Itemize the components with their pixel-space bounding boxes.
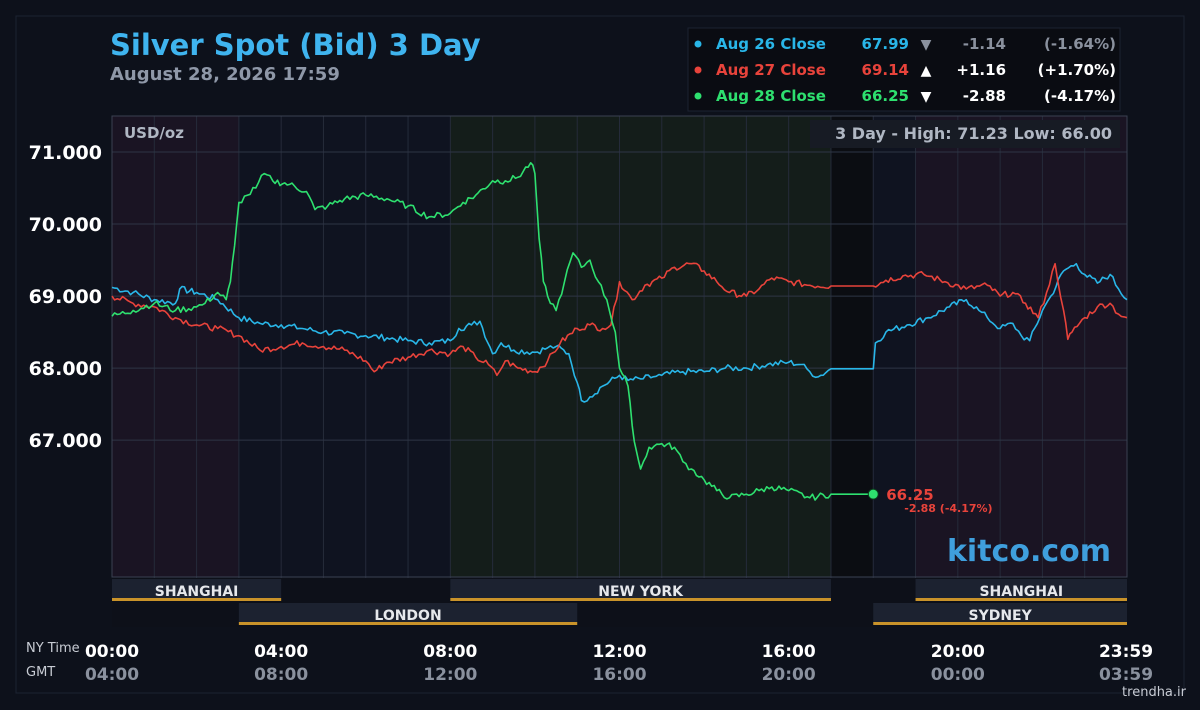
y-axis: 71.000 70.000 69.000 68.000 67.000 bbox=[29, 142, 102, 452]
legend-dot bbox=[694, 40, 702, 48]
series-line-aug28 bbox=[111, 162, 874, 501]
legend-price: 67.99 bbox=[862, 35, 909, 53]
plot-border bbox=[111, 115, 1128, 578]
session-box bbox=[450, 579, 831, 601]
y-tick-label: 68.000 bbox=[29, 358, 102, 380]
legend-pct: (+1.70%) bbox=[1038, 61, 1116, 79]
session-label: SHANGHAI bbox=[979, 584, 1063, 600]
session-band-closed bbox=[830, 116, 874, 577]
x-tick-gmt: 12:00 bbox=[423, 665, 477, 685]
session-band-asia bbox=[915, 116, 1127, 577]
session-label: LONDON bbox=[374, 608, 441, 624]
x-tick-gmt: 08:00 bbox=[254, 665, 308, 685]
legend-arrow: ▼ bbox=[921, 89, 932, 105]
market-sessions: SHANGHAI NEW YORK SHANGHAI LONDON SYDNEY bbox=[112, 578, 1127, 627]
x-tick-gmt: 03:59 bbox=[1099, 665, 1153, 685]
session-label: NEW YORK bbox=[598, 584, 684, 600]
legend-change: +1.16 bbox=[956, 61, 1006, 79]
ny-time-label: NY Time bbox=[26, 641, 80, 656]
session-band-shanghai bbox=[112, 116, 239, 577]
unit-label: USD/oz bbox=[124, 124, 184, 142]
site-credit: trendha.ir bbox=[1122, 685, 1187, 700]
x-tick-ny: 00:00 bbox=[85, 642, 139, 662]
series-line-aug26 bbox=[111, 262, 1128, 403]
last-price-marker: 66.25-2.88 (-4.17%) bbox=[867, 486, 993, 515]
gmt-label: GMT bbox=[26, 665, 55, 680]
chart-datetime: August 28, 2026 17:59 bbox=[110, 64, 340, 85]
session-box bbox=[112, 579, 282, 601]
y-tick-label: 70.000 bbox=[29, 214, 102, 236]
legend-price: 69.14 bbox=[862, 61, 909, 79]
chart-title: Silver Spot (Bid) 3 Day bbox=[110, 28, 481, 62]
session-box bbox=[915, 579, 1127, 601]
high-low-box bbox=[810, 120, 1120, 148]
legend-arrow: ▲ bbox=[921, 63, 932, 79]
session-bar bbox=[112, 598, 282, 601]
grid-lines bbox=[112, 116, 1127, 627]
x-tick-ny: 23:59 bbox=[1099, 642, 1153, 662]
legend: Aug 26 Close 67.99 ▼ -1.14 (-1.64%) Aug 27 Cl… bbox=[694, 35, 1116, 105]
last-price-label: 66.25 bbox=[886, 486, 933, 504]
legend-change: -2.88 bbox=[963, 87, 1006, 105]
legend-label: Aug 26 Close bbox=[716, 35, 826, 53]
legend-label: Aug 28 Close bbox=[716, 87, 826, 105]
session-bar bbox=[873, 622, 1127, 625]
outer-frame bbox=[15, 15, 1185, 694]
legend-dot bbox=[694, 66, 702, 74]
legend-change: -1.14 bbox=[963, 35, 1006, 53]
last-price-dot bbox=[867, 488, 879, 500]
y-tick-label: 71.000 bbox=[29, 142, 102, 164]
session-bar bbox=[915, 598, 1127, 601]
legend-label: Aug 27 Close bbox=[716, 61, 826, 79]
x-tick-ny: 12:00 bbox=[592, 642, 646, 662]
session-label: SYDNEY bbox=[968, 608, 1032, 624]
legend-price: 66.25 bbox=[862, 87, 909, 105]
high-low-label: 3 Day - High: 71.23 Low: 66.00 bbox=[835, 124, 1112, 143]
session-band-newyork bbox=[450, 116, 831, 577]
x-tick-gmt: 00:00 bbox=[931, 665, 985, 685]
x-tick-ny: 16:00 bbox=[762, 642, 816, 662]
session-box bbox=[238, 603, 578, 625]
x-tick-ny: 20:00 bbox=[931, 642, 985, 662]
x-tick-gmt: 16:00 bbox=[592, 665, 646, 685]
session-label: SHANGHAI bbox=[155, 584, 239, 600]
y-tick-label: 69.000 bbox=[29, 286, 102, 308]
session-bar bbox=[238, 622, 578, 625]
y-tick-label: 67.000 bbox=[29, 430, 102, 452]
x-tick-gmt: 04:00 bbox=[85, 665, 139, 685]
legend-pct: (-4.17%) bbox=[1044, 87, 1116, 105]
session-bar bbox=[450, 598, 831, 601]
legend-box bbox=[687, 27, 1121, 112]
x-tick-gmt: 20:00 bbox=[762, 665, 816, 685]
series-line-aug27 bbox=[111, 262, 1128, 377]
x-tick-ny: 04:00 bbox=[254, 642, 308, 662]
legend-pct: (-1.64%) bbox=[1044, 35, 1116, 53]
kitco-watermark: kitco.com bbox=[947, 534, 1111, 569]
price-series bbox=[111, 162, 1128, 501]
legend-dot bbox=[694, 92, 702, 100]
x-tick-ny: 08:00 bbox=[423, 642, 477, 662]
legend-arrow: ▼ bbox=[921, 37, 932, 53]
last-change-label: -2.88 (-4.17%) bbox=[904, 502, 992, 515]
session-box bbox=[873, 603, 1127, 625]
x-axis: 00:00 04:00 04:00 08:00 08:00 12:00 12:00 16:00… bbox=[85, 642, 1153, 685]
